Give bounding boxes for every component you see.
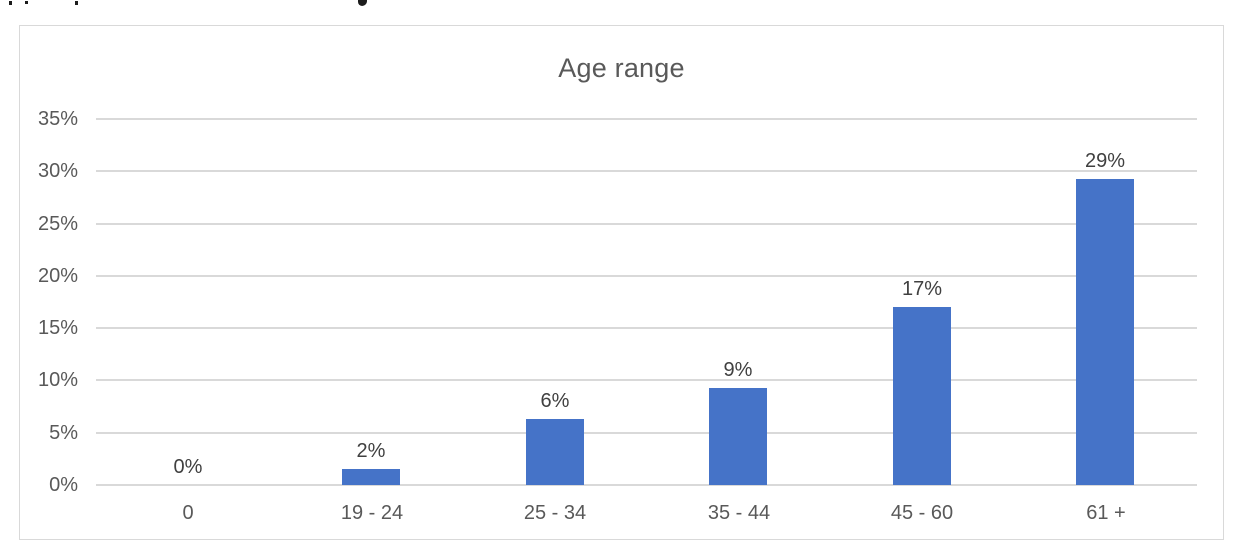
gridline: [96, 223, 1197, 225]
y-axis-tick-label: 25%: [37, 213, 78, 235]
cropped-text-artifact: [358, 0, 367, 6]
cropped-text-artifact: [9, 1, 12, 5]
bar: [893, 307, 951, 485]
bar-value-label: 2%: [356, 440, 386, 462]
y-axis-tick-label: 35%: [37, 108, 78, 130]
gridline: [96, 379, 1197, 381]
gridline: [96, 170, 1197, 172]
x-axis-category-label: 45 - 60: [890, 502, 954, 524]
y-axis-tick-label: 5%: [49, 422, 78, 444]
x-axis-category-label: 0: [182, 502, 194, 524]
x-axis-category-label: 61 +: [1086, 502, 1126, 524]
gridline: [96, 275, 1197, 277]
y-axis-tick-label: 10%: [37, 369, 78, 391]
gridline: [96, 118, 1197, 120]
x-axis-category-label: 19 - 24: [340, 502, 404, 524]
cropped-text-artifact: [75, 1, 78, 5]
gridline: [96, 327, 1197, 329]
y-axis-tick-label: 20%: [37, 265, 78, 287]
bar-value-label: 9%: [723, 359, 753, 381]
bar-value-label: 17%: [901, 278, 943, 300]
bar: [1076, 179, 1134, 485]
y-axis-tick-label: 30%: [37, 160, 78, 182]
bar-value-label: 29%: [1084, 150, 1126, 172]
chart-title: Age range: [558, 53, 685, 83]
y-axis-tick-label: 15%: [37, 317, 78, 339]
gridline: [96, 432, 1197, 434]
x-axis-category-label: 25 - 34: [523, 502, 587, 524]
bar: [526, 419, 584, 485]
bar: [709, 388, 767, 485]
cropped-text-artifact: [25, 1, 28, 4]
bar-value-label: 0%: [173, 456, 203, 478]
bar: [342, 469, 400, 485]
bar-value-label: 6%: [540, 390, 570, 412]
y-axis-tick-label: 0%: [49, 474, 78, 496]
x-axis-category-label: 35 - 44: [707, 502, 771, 524]
age-range-bar-chart: Age range 0% 5% 10% 15% 20% 25% 30% 35% 0% 0 2% 19 …: [19, 25, 1224, 540]
gridline: [96, 484, 1197, 486]
